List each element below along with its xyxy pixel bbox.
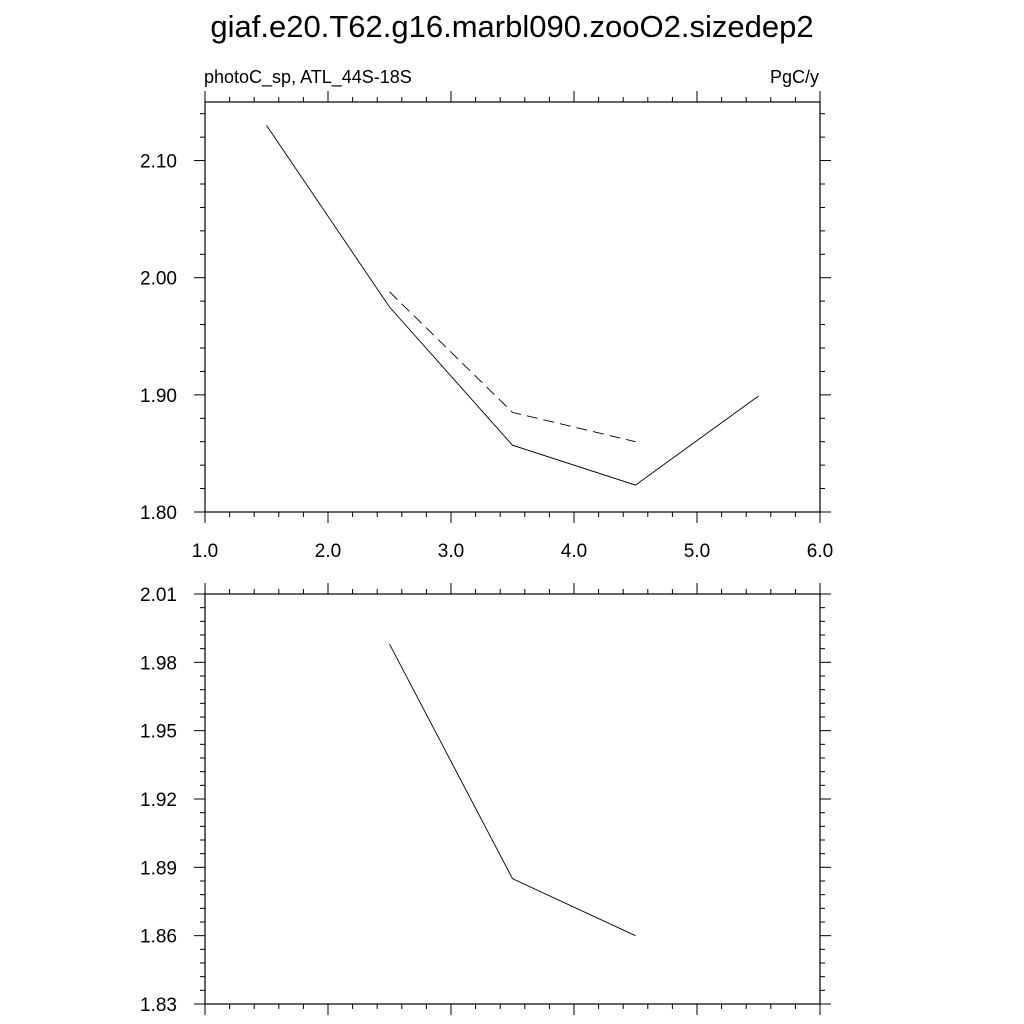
series-line-solid [389,643,636,937]
x-tick-label: 5.0 [684,541,710,562]
series-line-solid [266,125,759,486]
x-tick-label: 2.0 [315,541,341,562]
x-tick-label: 6.0 [807,541,833,562]
y-tick-label: 1.98 [140,653,177,674]
panel-1-left-label: photoC_sp, ATL_44S-18S [204,67,412,88]
panel-2-plot: 1.83 1.86 1.89 1.92 1.95 1.98 2.01 [140,583,831,1016]
x-tick-label: 3.0 [438,541,464,562]
series-line-dashed [389,291,636,443]
y-tick-label: 2.01 [140,585,177,606]
y-tick-label: 1.95 [140,722,177,743]
y-tick-label: 1.89 [140,858,177,879]
x-tick-label: 1.0 [192,541,218,562]
plot-frame [204,593,821,1005]
y-tick-label: 1.86 [140,927,177,948]
y-tick-label: 1.83 [140,995,177,1016]
y-tick-label: 1.90 [140,386,177,407]
panel-1-units-label: PgC/y [770,67,819,87]
x-tick-label: 4.0 [561,541,587,562]
y-tick-label: 2.10 [140,152,177,173]
panel-1-plot: 1.0 2.0 3.0 4.0 5.0 6.0 1.80 1.90 2.00 2.10 [140,91,833,562]
y-tick-label: 1.80 [140,503,177,524]
figure-title: giaf.e20.T62.g16.marbl090.zooO2.sizedep2 [210,9,813,44]
y-tick-label: 2.00 [140,269,177,290]
y-tick-label: 1.92 [140,790,177,811]
plot-frame [204,101,821,513]
